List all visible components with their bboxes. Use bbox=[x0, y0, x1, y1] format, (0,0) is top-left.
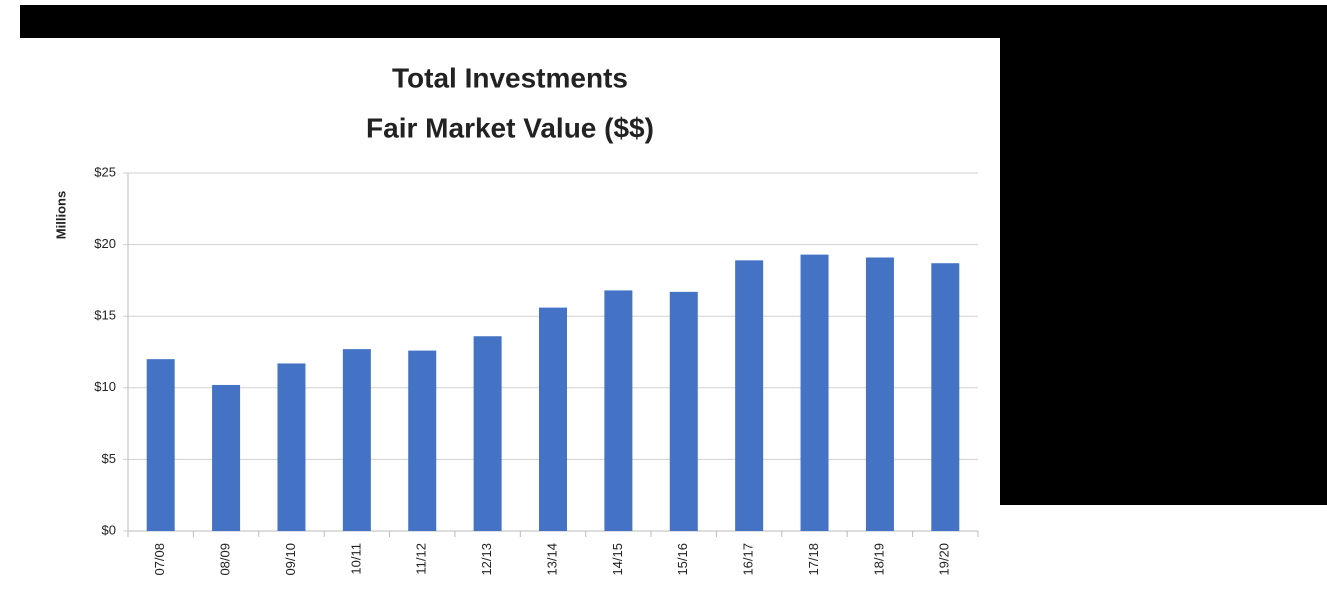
bar bbox=[277, 363, 306, 531]
x-tick-label: 14/15 bbox=[610, 543, 625, 576]
bar bbox=[539, 307, 567, 531]
bar bbox=[931, 263, 960, 531]
bar bbox=[735, 260, 764, 531]
bar bbox=[408, 350, 437, 531]
bar bbox=[669, 291, 698, 531]
y-tick-label: $5 bbox=[102, 451, 116, 466]
bar bbox=[800, 254, 829, 531]
x-tick-label: 07/08 bbox=[152, 543, 167, 576]
x-tick-label: 13/14 bbox=[544, 543, 559, 576]
x-tick-label: 11/12 bbox=[414, 543, 429, 575]
y-tick-label: $10 bbox=[94, 379, 116, 394]
x-tick-label: 18/19 bbox=[871, 543, 886, 576]
chart-title: Fair Market Value ($$) bbox=[366, 112, 654, 143]
y-tick-label: $20 bbox=[94, 236, 116, 251]
y-tick-label: $25 bbox=[94, 164, 116, 179]
x-tick-label: 12/13 bbox=[479, 543, 494, 576]
chart-title: Total Investments bbox=[392, 62, 628, 93]
y-axis-label: Millions bbox=[53, 191, 68, 239]
y-tick-label: $0 bbox=[102, 522, 116, 537]
x-tick-label: 08/09 bbox=[218, 543, 233, 576]
bar bbox=[212, 384, 241, 531]
bar bbox=[865, 257, 894, 531]
bar bbox=[146, 359, 175, 531]
y-tick-label: $15 bbox=[94, 308, 116, 323]
bar bbox=[604, 290, 633, 531]
x-tick-label: 19/20 bbox=[937, 543, 952, 576]
bar bbox=[473, 336, 502, 531]
x-tick-label: 17/18 bbox=[806, 543, 821, 576]
black-block bbox=[1000, 5, 1327, 505]
x-tick-label: 10/11 bbox=[348, 543, 363, 575]
x-tick-label: 09/10 bbox=[283, 543, 298, 576]
x-tick-label: 15/16 bbox=[675, 543, 690, 576]
bar bbox=[342, 349, 371, 531]
x-tick-label: 16/17 bbox=[741, 543, 756, 576]
